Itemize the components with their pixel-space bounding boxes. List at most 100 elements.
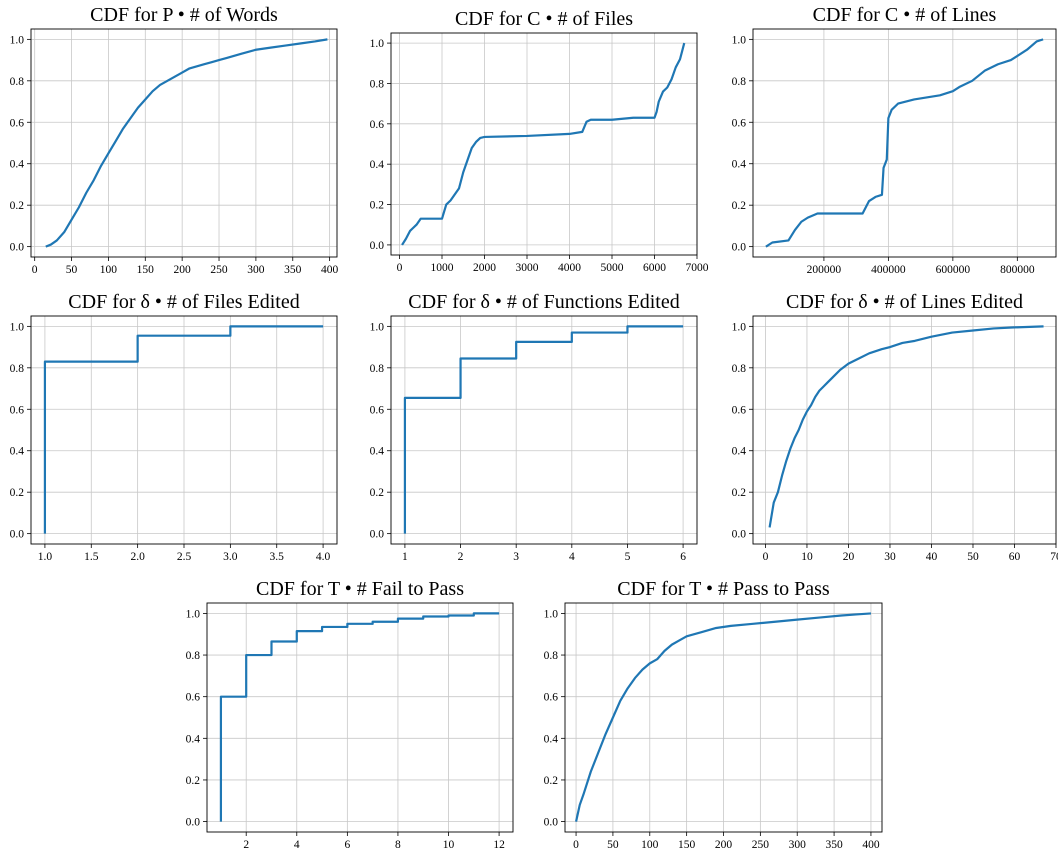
x-tick-label: 1.0 <box>38 551 53 563</box>
chart-panel-6: 0 10 20 30 40 50 60 70 0.0 0.2 0.4 0.6 0.8 1.0 CDF for… <box>732 291 1058 563</box>
cdf-series-line <box>403 325 684 534</box>
cdf-series-line <box>401 42 686 246</box>
x-tick-label: 300 <box>247 264 265 276</box>
x-tick-label: 0 <box>397 262 403 274</box>
x-tick-label: 350 <box>825 839 843 850</box>
x-tick-label: 400 <box>321 264 339 276</box>
y-tick-label: 0.8 <box>370 78 385 90</box>
y-tick-label: 0.4 <box>186 733 201 745</box>
chart-panel-8: 0 50 100 150 200 250 300 350 400 0.0 0.2 0.4 0.6 0.8 1… <box>544 578 883 850</box>
x-tick-label: 400000 <box>871 264 906 276</box>
x-tick-label: 2000 <box>473 262 496 274</box>
x-tick-label: 2.0 <box>130 551 145 563</box>
cdf-series-line <box>219 612 500 822</box>
y-tick-label: 0.8 <box>544 650 559 662</box>
x-tick-label: 4000 <box>558 262 581 274</box>
x-tick-label: 800000 <box>1000 264 1035 276</box>
x-tick-label: 1.5 <box>84 551 99 563</box>
cdf-series-line <box>765 38 1044 248</box>
y-tick-label: 0.2 <box>10 487 25 499</box>
y-tick-label: 0.6 <box>186 692 201 704</box>
cdf-series-line <box>43 325 324 534</box>
x-tick-label: 400 <box>862 839 880 850</box>
y-tick-label: 0.6 <box>732 117 747 129</box>
x-tick-label: 1 <box>402 551 408 563</box>
chart-title: CDF for T • # Pass to Pass <box>617 578 830 600</box>
chart-title: CDF for C • # of Files <box>455 8 633 30</box>
y-tick-label: 0.6 <box>10 404 25 416</box>
y-tick-label: 1.0 <box>370 321 385 333</box>
x-tick-label: 12 <box>493 839 505 850</box>
y-tick-label: 1.0 <box>186 608 201 620</box>
plot-frame <box>206 602 514 833</box>
y-tick-label: 0.6 <box>10 117 25 129</box>
y-tick-label: 0.8 <box>10 363 25 375</box>
x-tick-label: 40 <box>926 551 938 563</box>
x-tick-label: 10 <box>801 551 813 563</box>
chart-title: CDF for δ • # of Files Edited <box>68 291 299 313</box>
x-tick-label: 5 <box>625 551 631 563</box>
chart-title: CDF for δ • # of Lines Edited <box>786 291 1023 313</box>
x-tick-label: 0 <box>32 264 38 276</box>
chart-title: CDF for T • # Fail to Pass <box>256 578 464 600</box>
plot-frame <box>564 602 883 833</box>
chart-title: CDF for C • # of Lines <box>813 4 997 26</box>
plot-frame <box>752 28 1057 258</box>
x-tick-label: 2 <box>458 551 464 563</box>
y-tick-label: 0.4 <box>370 446 385 458</box>
x-tick-label: 50 <box>66 264 78 276</box>
x-tick-label: 2.5 <box>177 551 192 563</box>
x-tick-label: 200000 <box>807 264 842 276</box>
chart-panel-4: 1.0 1.5 2.0 2.5 3.0 3.5 4.0 0.0 0.2 0.4 0.6 0.8 1.0 C… <box>10 291 338 563</box>
y-tick-label: 0.2 <box>732 487 747 499</box>
x-tick-label: 50 <box>607 839 619 850</box>
y-tick-label: 0.0 <box>10 529 25 541</box>
y-tick-label: 1.0 <box>732 34 747 46</box>
plot-frame <box>390 32 698 256</box>
y-tick-label: 0.2 <box>370 200 385 212</box>
y-tick-label: 0.6 <box>370 404 385 416</box>
plot-frame <box>390 315 698 545</box>
chart-title: CDF for δ • # of Functions Edited <box>408 291 679 313</box>
y-tick-label: 0.0 <box>10 242 25 254</box>
cdf-series-line <box>45 38 328 248</box>
x-tick-label: 50 <box>967 551 979 563</box>
chart-panel-2: 0 1000 2000 3000 4000 5000 6000 7000 0.0 0.2 0.4 0.… <box>370 8 709 274</box>
y-tick-label: 0.8 <box>186 650 201 662</box>
y-tick-label: 0.0 <box>370 529 385 541</box>
y-tick-label: 0.0 <box>370 240 385 252</box>
plot-frame <box>752 315 1057 545</box>
cdf-series-line <box>768 325 1044 528</box>
y-tick-label: 0.2 <box>370 487 385 499</box>
y-tick-label: 1.0 <box>370 38 385 50</box>
chart-panel-3: 200000 400000 600000 800000 0.0 0.2 0.4 0.6 0.8 1… <box>732 4 1057 276</box>
y-tick-label: 0.4 <box>370 159 385 171</box>
y-tick-label: 0.0 <box>732 242 747 254</box>
x-tick-label: 0 <box>573 839 579 850</box>
x-tick-label: 0 <box>763 551 769 563</box>
x-tick-label: 30 <box>884 551 896 563</box>
y-tick-label: 0.4 <box>544 733 559 745</box>
y-tick-label: 0.8 <box>732 76 747 88</box>
x-tick-label: 60 <box>1009 551 1021 563</box>
y-tick-label: 0.4 <box>732 159 747 171</box>
x-tick-label: 100 <box>641 839 659 850</box>
x-tick-label: 200 <box>174 264 192 276</box>
x-tick-label: 150 <box>137 264 155 276</box>
y-tick-label: 0.8 <box>10 76 25 88</box>
x-tick-label: 1000 <box>431 262 454 274</box>
y-tick-label: 0.8 <box>732 363 747 375</box>
x-tick-label: 8 <box>395 839 401 850</box>
x-tick-label: 5000 <box>601 262 624 274</box>
y-tick-label: 0.0 <box>544 817 559 829</box>
y-tick-label: 0.2 <box>544 775 559 787</box>
y-tick-label: 0.0 <box>186 817 201 829</box>
x-tick-label: 6000 <box>643 262 666 274</box>
y-tick-label: 0.6 <box>544 692 559 704</box>
x-tick-label: 4 <box>569 551 575 563</box>
y-tick-label: 0.0 <box>732 529 747 541</box>
x-tick-label: 6 <box>680 551 686 563</box>
x-tick-label: 3 <box>513 551 519 563</box>
chart-panel-1: 0 50 100 150 200 250 300 350 400 0.0 0.2 0.4 0.6 0.8 1… <box>10 4 339 276</box>
